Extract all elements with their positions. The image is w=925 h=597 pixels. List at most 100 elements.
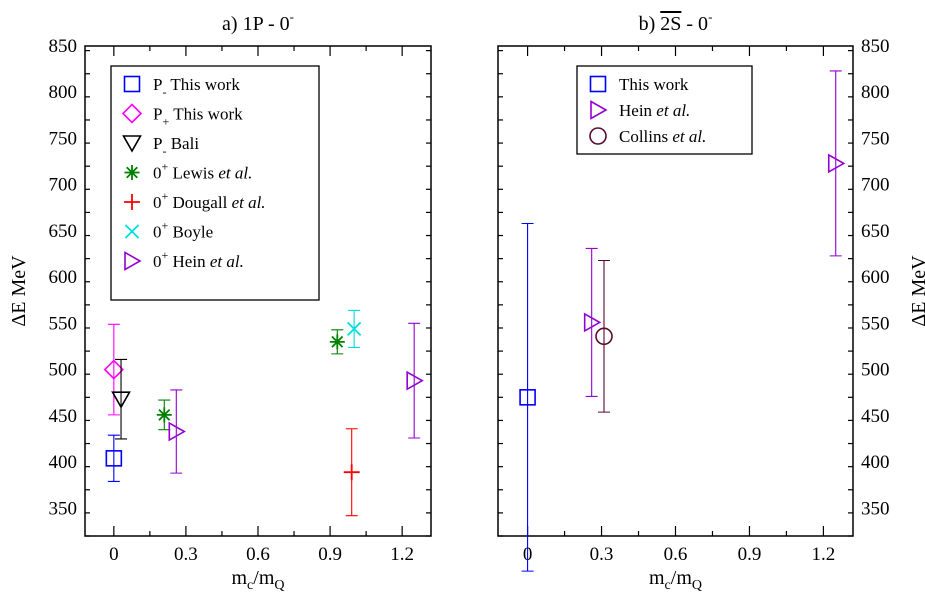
y-tick-label: 850: [861, 36, 890, 57]
data-point: [583, 312, 602, 333]
legend-label: 0+ Dougall et al.: [153, 189, 266, 212]
legend-marker: [589, 75, 607, 93]
legend-entry: 0+ Lewis et al.: [124, 160, 252, 183]
x-tick-label: 0.3: [590, 544, 614, 565]
y-tick-label: 350: [861, 498, 890, 519]
y-tick-label: 600: [49, 267, 78, 288]
legend-marker: [124, 194, 140, 210]
panel-title-superscript: -: [290, 9, 294, 24]
data-point: [329, 334, 345, 350]
x-axis-title-mid: /m: [253, 567, 275, 589]
x-tick-label: 0: [109, 544, 119, 565]
legend-label: Collins et al.: [619, 127, 706, 146]
legend-prefix: 0: [153, 164, 162, 183]
x-tick-label: 1.2: [390, 544, 414, 565]
series-a-pp: [103, 323, 124, 416]
legend-entry: Collins et al.: [589, 127, 706, 146]
legend-italic: et al.: [672, 127, 706, 146]
y-tick-label: 500: [49, 360, 78, 381]
x-axis-title-mid: /m: [671, 567, 693, 589]
legend-prefix: 0: [153, 252, 162, 271]
series-b-collins: [595, 259, 613, 413]
x-axis-title: mc/mQ: [231, 567, 284, 593]
legend-label: 0+ Boyle: [153, 219, 213, 242]
legend-prefix: P: [153, 75, 162, 94]
data-point: [343, 464, 360, 481]
y-tick-label: 800: [861, 82, 890, 103]
legend-entry: P- This work: [123, 75, 240, 99]
panel-title-overlined: 2S: [660, 13, 681, 35]
legend-subscript: +: [162, 115, 169, 129]
x-tick-label: 0.9: [318, 544, 342, 565]
data-point: [168, 421, 186, 442]
legend-label: P+ This work: [153, 105, 243, 129]
x-axis-title: mc/mQ: [649, 567, 702, 593]
legend-box: [110, 65, 320, 301]
y-tick-label: 500: [861, 360, 890, 381]
legend-subscript: -: [162, 85, 166, 99]
series-b-hein: [583, 70, 846, 397]
y-tick-label: 700: [49, 175, 78, 196]
x-tick-label: 1.2: [812, 544, 836, 565]
y-axis-title: ΔE MeV: [908, 255, 925, 327]
legend-marker: [124, 165, 140, 180]
legend-name: Lewis: [168, 164, 218, 183]
y-tick-label: 350: [49, 498, 78, 519]
legend-italic: et al.: [656, 101, 690, 120]
x-tick-label: 0.3: [174, 544, 198, 565]
legend-italic: et al.: [218, 164, 252, 183]
legend-label: This work: [619, 75, 689, 94]
y-tick-label: 750: [861, 128, 890, 149]
legend-entry: 0+ Dougall et al.: [124, 189, 266, 212]
legend-marker: [124, 251, 142, 271]
series-b-this: [519, 222, 536, 572]
error-bar: [521, 222, 534, 572]
y-axis-title: ΔE MeV: [8, 255, 30, 327]
y-tick-label: 650: [861, 221, 890, 242]
panel-title: b) 2S - 0-: [639, 9, 713, 35]
x-axis-title-sub: Q: [692, 578, 702, 593]
panel-title-main: a) 1P - 0: [222, 13, 290, 35]
legend-italic: et al.: [232, 193, 266, 212]
legend-name: Hein: [168, 252, 210, 271]
legend-name: Boyle: [168, 223, 213, 242]
legend-marker: [121, 103, 143, 124]
error-bar: [170, 389, 183, 474]
legend-name: This work: [166, 75, 240, 94]
x-axis-title-sub: c: [247, 578, 253, 593]
legend-name: Bali: [166, 134, 199, 153]
error-bar: [598, 259, 611, 413]
series-a-dougall: [343, 428, 360, 517]
series-a-bali: [111, 358, 131, 440]
legend-label: P- Bali: [153, 134, 199, 158]
error-bar: [107, 434, 120, 483]
data-point: [105, 450, 123, 467]
y-tick-label: 550: [861, 313, 890, 334]
x-axis-title-base: m: [231, 567, 247, 589]
legend-superscript: +: [162, 189, 169, 203]
series-a-lewis: [156, 329, 345, 431]
error-bar: [408, 322, 421, 439]
data-point: [103, 359, 124, 380]
legend-label: 0+ Lewis et al.: [153, 160, 252, 183]
panel-title-suffix: - 0: [681, 13, 708, 35]
y-tick-label: 850: [49, 36, 78, 57]
error-bar: [115, 358, 128, 440]
data-point: [406, 370, 424, 391]
x-tick-label: 0.6: [246, 544, 270, 565]
legend-marker: [122, 135, 142, 153]
legend-superscript: +: [162, 219, 169, 233]
legend-label: 0+ Hein et al.: [153, 248, 244, 271]
series-a-boyle: [346, 309, 362, 348]
legend-subscript: -: [162, 144, 166, 158]
legend-marker: [589, 127, 607, 145]
data-point: [827, 153, 846, 174]
y-tick-label: 800: [49, 82, 78, 103]
x-tick-label: 0.6: [664, 544, 688, 565]
panel-title-superscript: -: [708, 9, 712, 24]
data-point: [156, 407, 172, 423]
legend-name: This work: [619, 75, 689, 94]
